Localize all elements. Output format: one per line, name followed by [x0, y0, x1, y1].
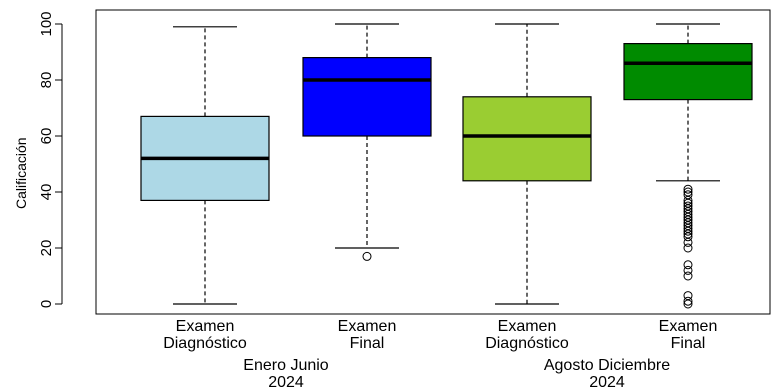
y-axis-label: Calificación — [13, 137, 29, 209]
group-label-1-line2: 2024 — [268, 374, 304, 391]
category-label-4: Examen Final — [659, 318, 718, 352]
box-4-outlier-21 — [683, 265, 693, 275]
y-tick-label-0: 0 — [38, 300, 55, 308]
category-label-4-line1: Examen — [658, 318, 718, 335]
box-4-outlier-1 — [683, 184, 693, 194]
category-label-3-line1: Examen — [497, 318, 557, 335]
y-tick-label-80: 80 — [38, 72, 55, 89]
box-4-outlier-15 — [683, 226, 693, 236]
plot-frame — [95, 9, 771, 315]
category-label-3: Examen Diagnóstico — [485, 318, 569, 352]
box-4-outlier-19 — [683, 243, 693, 253]
category-label-2: Examen Final — [338, 318, 397, 352]
category-label-2-line1: Examen — [337, 318, 397, 335]
group-label-2-line1: Agosto Diciembre — [543, 357, 671, 374]
box-4-outlier-22 — [683, 271, 693, 281]
y-tick-label-40: 40 — [38, 184, 55, 201]
category-label-1: Examen Diagnóstico — [163, 318, 247, 352]
box-4-outlier-18 — [683, 237, 693, 247]
box-2-outlier-1 — [362, 251, 372, 261]
category-label-3-line2: Diagnóstico — [485, 335, 569, 352]
category-label-2-line2: Final — [349, 335, 385, 352]
y-tick-label-100: 100 — [38, 11, 55, 36]
box-2-iqr — [302, 56, 432, 137]
box-4-outlier-17 — [683, 232, 693, 242]
box-4-outlier-20 — [683, 260, 693, 270]
group-label-1: Enero Junio 2024 — [243, 357, 328, 391]
category-label-1-line1: Examen — [175, 318, 235, 335]
box-4-iqr — [623, 42, 753, 101]
group-label-1-line1: Enero Junio — [243, 357, 329, 374]
box-4-outlier-24 — [683, 296, 693, 306]
y-tick-label-60: 60 — [38, 128, 55, 145]
group-label-2-line2: 2024 — [589, 374, 625, 391]
category-label-1-line2: Diagnóstico — [163, 335, 247, 352]
box-4-outlier-25 — [683, 299, 693, 309]
y-tick-label-20: 20 — [38, 240, 55, 257]
group-label-2: Agosto Diciembre 2024 — [544, 357, 670, 391]
category-label-4-line2: Final — [670, 335, 706, 352]
box-3-iqr — [462, 96, 592, 182]
